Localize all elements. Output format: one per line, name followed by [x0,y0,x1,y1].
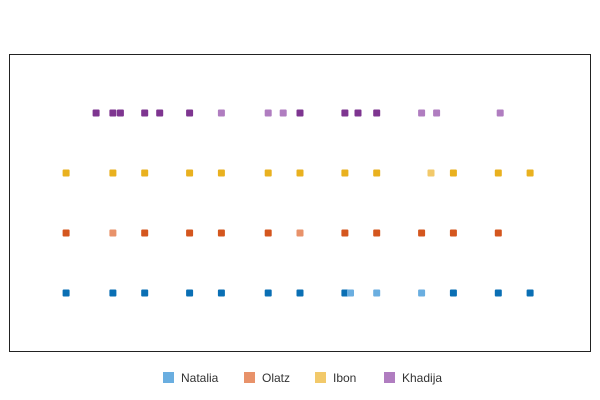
legend-swatch-olatz [244,372,255,383]
point-olatz-9 [418,229,426,237]
point-natalia-2 [141,289,149,297]
point-natalia-12 [494,289,502,297]
legend-swatch-ibon [315,372,326,383]
point-olatz-11 [494,229,502,237]
point-natalia-13 [526,289,534,297]
point-khadija-6 [217,109,225,117]
point-ibon-10 [449,169,457,177]
point-ibon-11 [494,169,502,177]
point-olatz-7 [341,229,349,237]
point-olatz-2 [141,229,149,237]
point-olatz-1 [109,229,117,237]
point-natalia-7 [341,289,349,297]
point-natalia-5 [264,289,272,297]
point-ibon-2 [141,169,149,177]
point-natalia-4 [217,289,225,297]
point-olatz-8 [373,229,381,237]
point-ibon-3 [186,169,194,177]
point-natalia-8 [347,289,354,297]
legend-label-olatz: Olatz [262,371,290,385]
point-ibon-7 [341,169,349,177]
point-natalia-0 [62,289,70,297]
point-olatz-0 [62,229,70,237]
point-khadija-2 [116,109,124,117]
legend-label-khadija: Khadija [402,371,442,385]
point-ibon-9 [427,169,435,177]
point-ibon-8 [373,169,381,177]
legend: Natalia Olatz Ibon Khadija [163,371,442,385]
point-ibon-1 [109,169,117,177]
point-natalia-3 [186,289,194,297]
point-khadija-12 [373,109,381,117]
point-khadija-4 [156,109,164,117]
point-natalia-6 [296,289,304,297]
point-khadija-7 [264,109,272,117]
point-olatz-4 [217,229,225,237]
point-natalia-9 [373,289,381,297]
legend-swatch-natalia [163,372,174,383]
point-ibon-12 [526,169,534,177]
legend-swatch-khadija [384,372,395,383]
point-khadija-10 [341,109,349,117]
point-khadija-3 [141,109,149,117]
data-marks [62,109,534,297]
plot-frame [9,54,591,352]
point-khadija-9 [296,109,304,117]
point-natalia-11 [449,289,457,297]
point-khadija-11 [354,109,362,117]
legend-label-natalia: Natalia [181,371,219,385]
point-khadija-5 [186,109,194,117]
point-khadija-0 [92,109,100,117]
point-khadija-1 [109,109,117,117]
point-olatz-3 [186,229,194,237]
point-olatz-5 [264,229,272,237]
point-ibon-5 [264,169,272,177]
point-khadija-13 [418,109,426,117]
point-olatz-6 [296,229,304,237]
point-natalia-10 [418,289,426,297]
point-olatz-10 [449,229,457,237]
point-khadija-8 [279,109,287,117]
point-khadija-14 [433,109,441,117]
point-ibon-6 [296,169,304,177]
point-ibon-0 [62,169,70,177]
point-ibon-4 [217,169,225,177]
legend-label-ibon: Ibon [333,371,356,385]
point-natalia-1 [109,289,117,297]
point-khadija-15 [496,109,504,117]
